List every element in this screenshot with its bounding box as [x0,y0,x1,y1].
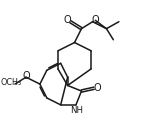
Text: O: O [22,71,30,81]
Text: OCH₃: OCH₃ [0,78,21,87]
Text: NH: NH [70,106,83,115]
Text: O: O [64,15,71,25]
Text: O: O [91,15,99,25]
Text: O: O [94,83,101,93]
